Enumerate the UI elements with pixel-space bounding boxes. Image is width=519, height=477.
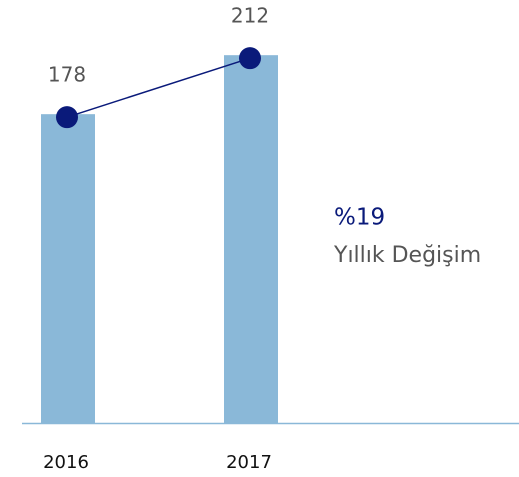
annotation-value: %19	[334, 205, 385, 231]
x-tick-label: 2017	[226, 452, 272, 473]
value-label: 212	[231, 4, 269, 28]
point	[239, 47, 261, 70]
value-label: 178	[48, 63, 86, 87]
bar	[41, 114, 95, 424]
annotation-label: Yıllık Değişim	[333, 243, 481, 268]
trend-line	[66, 57, 251, 118]
bar	[224, 55, 278, 424]
point	[56, 106, 78, 129]
x-tick-label: 2016	[43, 452, 89, 473]
